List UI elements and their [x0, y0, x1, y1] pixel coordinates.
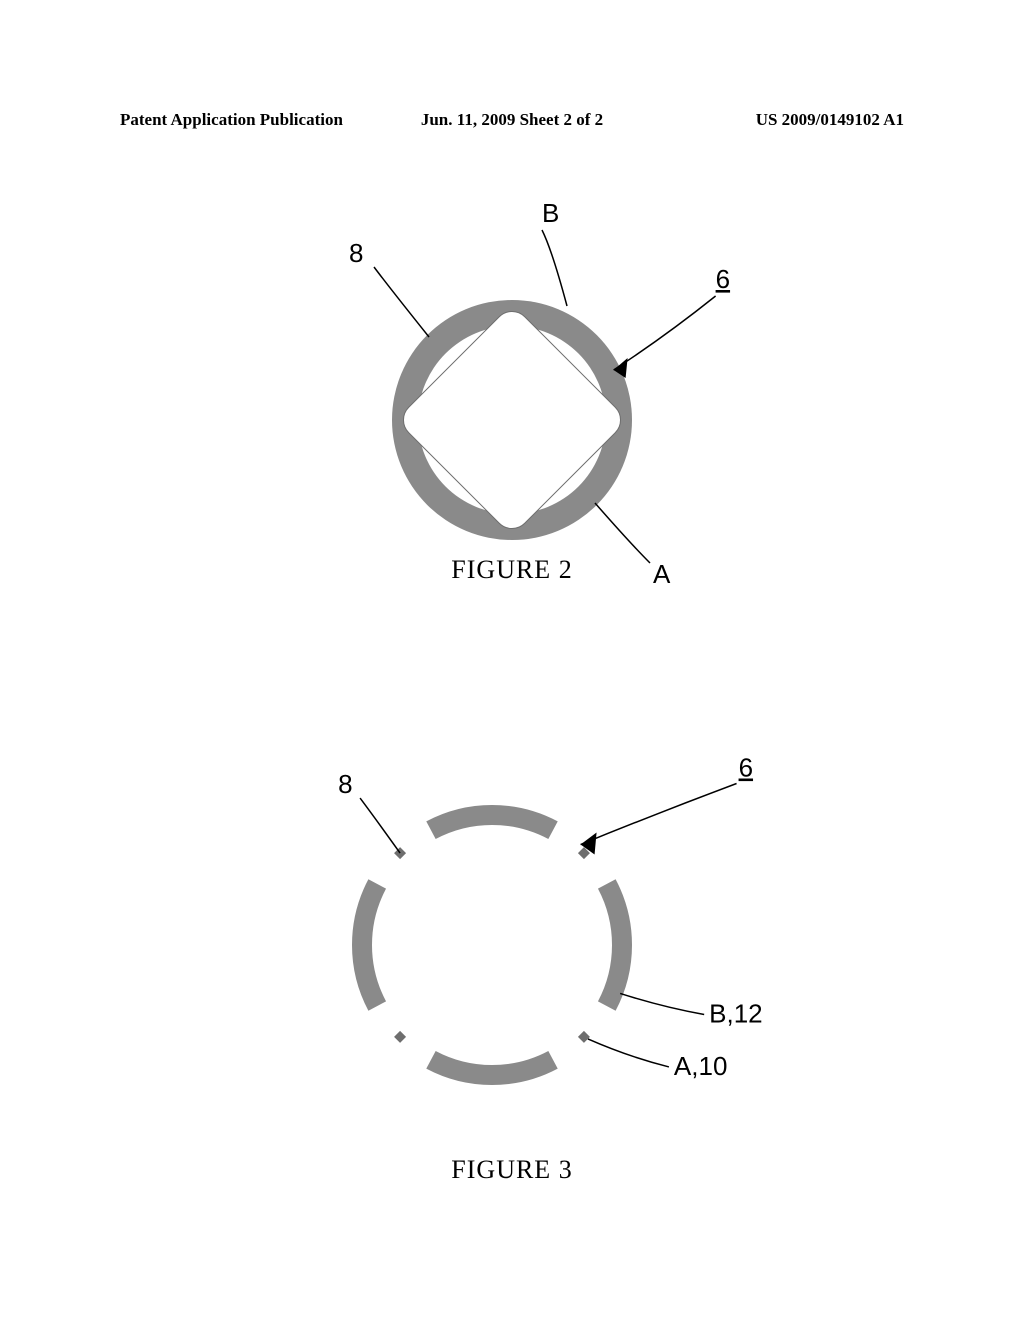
figure-2: B 8 6 A	[252, 170, 772, 600]
fig3-label-b12: B,12	[709, 998, 763, 1028]
figure-2-caption: FIGURE 2	[451, 555, 572, 585]
fig3-leader-a10	[588, 1039, 669, 1067]
header-center: Jun. 11, 2009 Sheet 2 of 2	[421, 110, 603, 130]
fig3-label-8: 8	[338, 769, 352, 799]
fig2-label-8: 8	[349, 238, 363, 268]
figure-3-caption: FIGURE 3	[451, 1155, 572, 1185]
fig3-label-a10: A,10	[674, 1051, 728, 1081]
fig3-label-6: 6	[739, 753, 753, 783]
fig2-leader-a	[595, 503, 650, 563]
fig3-segment-2	[431, 1060, 553, 1075]
fig3-leader-6	[581, 784, 737, 845]
fig3-leader-8	[360, 798, 400, 853]
fig2-label-b: B	[542, 198, 559, 228]
fig3-diamond-2	[394, 1031, 406, 1043]
fig3-leader-b12	[620, 993, 704, 1014]
header-left: Patent Application Publication	[120, 110, 343, 130]
fig3-segment-3	[362, 884, 377, 1006]
fig2-leader-b	[542, 230, 567, 306]
fig3-diamond-1	[578, 1031, 590, 1043]
fig2-leader-8	[374, 267, 429, 337]
fig2-leader-6	[614, 296, 716, 370]
fig2-label-6: 6	[716, 264, 730, 294]
fig3-segment-1	[607, 884, 622, 1006]
figure-2-svg: B 8 6 A	[252, 170, 772, 600]
header-right: US 2009/0149102 A1	[756, 110, 904, 130]
figure-3-svg: 8 6 B,12 A,10	[212, 680, 812, 1180]
fig2-label-a: A	[653, 559, 671, 589]
fig3-segment-0	[431, 815, 553, 830]
figure-3: 8 6 B,12 A,10	[212, 680, 812, 1180]
